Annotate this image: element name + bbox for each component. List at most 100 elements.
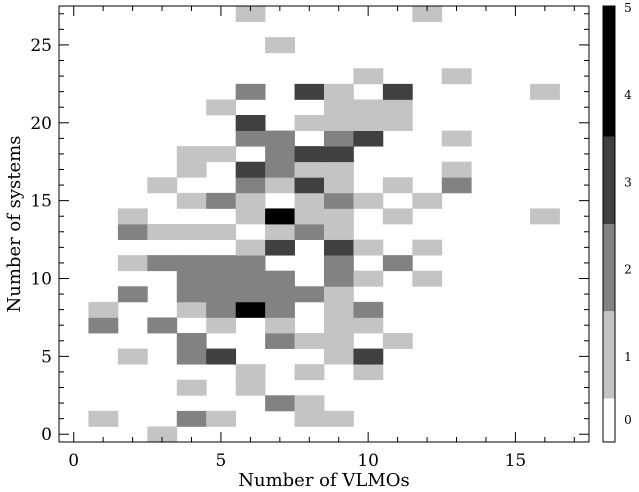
heatmap-cell: [235, 115, 266, 131]
heatmap-cell: [176, 379, 207, 396]
y-axis-title: Number of systems: [4, 136, 25, 313]
heatmap-cell: [324, 208, 354, 225]
heatmap-cell: [176, 270, 207, 287]
heatmap-cell: [206, 410, 237, 427]
colorbar-tick-label: 1: [624, 350, 632, 364]
heatmap-cell: [382, 333, 413, 349]
heatmap-cell: [441, 130, 472, 147]
heatmap-cell: [324, 161, 354, 178]
heatmap-cell: [294, 224, 325, 240]
heatmap-cell: [206, 317, 237, 334]
heatmap-cell: [412, 6, 443, 22]
colorbar-swatch: [603, 224, 615, 312]
heatmap-cell: [530, 83, 560, 100]
heatmap-cell: [235, 364, 266, 381]
heatmap-cell: [324, 301, 354, 318]
heatmap-cell: [353, 301, 384, 318]
heatmap-cell: [206, 224, 237, 240]
heatmap-cell: [353, 68, 384, 85]
heatmap-cell: [294, 364, 325, 381]
heatmap-cell: [176, 224, 207, 240]
heatmap-cell: [176, 161, 207, 178]
heatmap-cell: [265, 317, 295, 334]
heatmap-cell: [176, 410, 207, 427]
heatmap-cell: [324, 333, 354, 349]
heatmap-cell: [206, 192, 237, 209]
heatmap-cell: [294, 286, 325, 303]
heatmap-cell: [235, 177, 266, 194]
heatmap-cell: [294, 192, 325, 209]
heatmap-cell: [324, 177, 354, 194]
heatmap-cell: [324, 410, 354, 427]
heatmap-cell: [176, 348, 207, 365]
heatmap-cell: [294, 83, 325, 100]
colorbar-tick-label: 4: [624, 88, 632, 102]
heatmap-cell: [206, 270, 237, 287]
heatmap-cell: [412, 270, 443, 287]
x-tick-label: 5: [216, 451, 227, 471]
x-tick-label: 10: [357, 451, 379, 471]
colorbar: 0 1 2 3 4 5: [602, 1, 632, 443]
colorbar-swatch: [603, 6, 615, 137]
x-tick-label: 15: [505, 451, 527, 471]
heatmap-cell: [265, 146, 295, 163]
y-tick-label: 20: [30, 114, 52, 134]
heatmap-cell: [382, 208, 413, 225]
heatmap-cell: [294, 208, 325, 225]
heatmap-cell: [324, 255, 354, 272]
heatmap-cell: [117, 255, 148, 272]
heatmap-cell: [265, 224, 295, 240]
heatmap-cell: [382, 115, 413, 131]
heatmap-cell: [176, 333, 207, 349]
plot-frame: [58, 5, 590, 443]
heatmap-cell: [294, 115, 325, 131]
colorbar-tick-label: 5: [624, 1, 632, 15]
heatmap-cell: [147, 317, 178, 334]
x-tick-label: 0: [68, 451, 79, 471]
heatmap-cell: [353, 348, 384, 365]
y-tick-label: 15: [30, 192, 52, 212]
heatmap-cell: [294, 395, 325, 412]
colorbar-swatch: [603, 398, 615, 442]
heatmap-cell: [147, 224, 178, 240]
heatmap-cell: [441, 68, 472, 85]
heatmap-cell: [324, 348, 354, 365]
heatmap-cell: [235, 301, 266, 318]
heatmap-cell: [235, 83, 266, 100]
heatmap-cell: [441, 177, 472, 194]
heatmap-cell: [235, 286, 266, 303]
heatmap-cell: [265, 239, 295, 256]
colorbar-frame: [602, 5, 616, 443]
heatmap-cell: [324, 146, 354, 163]
heatmap-cell: [147, 255, 178, 272]
y-tick-label: 10: [30, 270, 52, 290]
heatmap-cell: [147, 426, 178, 443]
heatmap-cell: [88, 301, 119, 318]
heatmap-cell: [294, 333, 325, 349]
heatmap-cell: [382, 255, 413, 272]
heatmap-cell: [324, 270, 354, 287]
heatmap-cell: [265, 395, 295, 412]
heatmap-cell: [324, 192, 354, 209]
heatmap-cell: [324, 130, 354, 147]
heatmap-cell: [235, 6, 266, 22]
colorbar-tick-label: 0: [624, 413, 632, 427]
heatmap-cell: [265, 208, 295, 225]
heatmap-cell: [206, 146, 237, 163]
heatmap-cell: [294, 146, 325, 163]
heatmap-cell: [206, 99, 237, 116]
heatmap-cell: [324, 99, 354, 116]
y-tick-labels: 0 5 10 15 20 25: [30, 36, 52, 445]
heatmap-cell: [176, 146, 207, 163]
heatmap-cell: [117, 348, 148, 365]
heatmap-cell: [412, 192, 443, 209]
heatmap-cell: [265, 286, 295, 303]
heatmap-cell: [235, 379, 266, 396]
heatmap-cell: [530, 208, 560, 225]
heatmap-cell: [176, 192, 207, 209]
heatmap-cell: [235, 161, 266, 178]
heatmap-cell: [176, 286, 207, 303]
y-tick-label: 25: [30, 36, 52, 56]
heatmap-cell: [176, 301, 207, 318]
